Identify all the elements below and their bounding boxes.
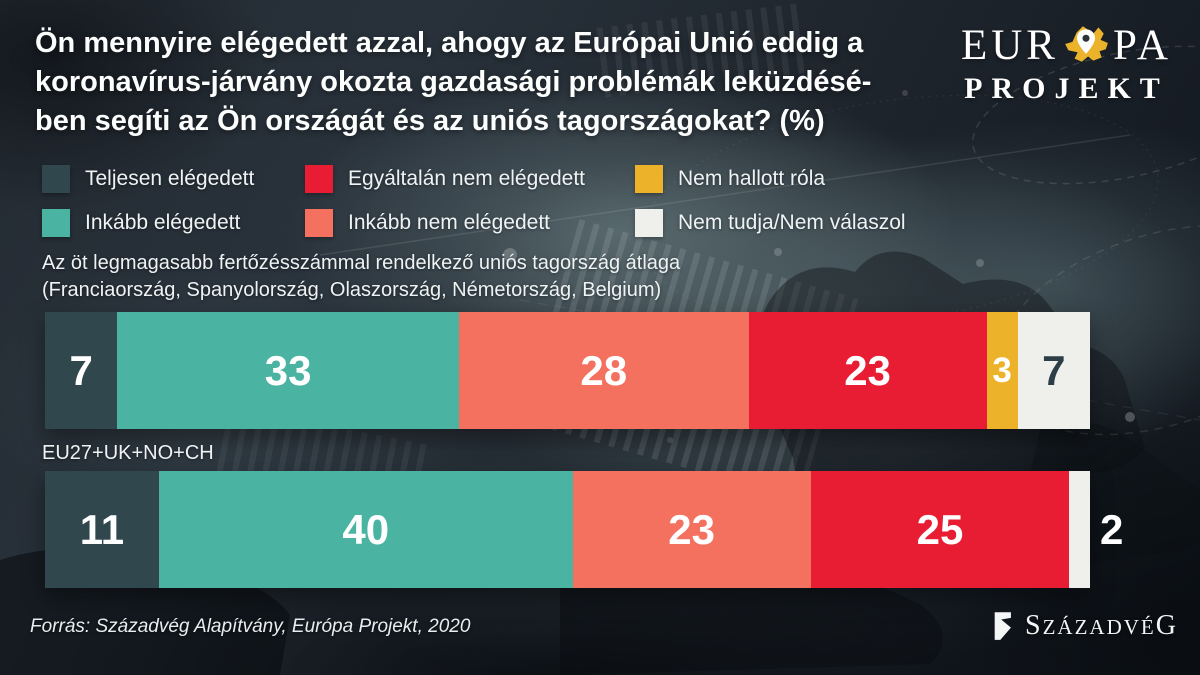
europa-projekt-logo: EUR PA PROJEKT — [961, 22, 1172, 106]
bar-segment-inkabb-elegedett: 40 — [158, 471, 573, 588]
legend-swatch — [305, 209, 333, 237]
legend-swatch — [635, 209, 663, 237]
bar-segment-value: 11 — [79, 505, 125, 553]
bar-segment-teljesen-elegedett: 11 — [45, 471, 159, 588]
szazadveg-wordmark: SZÁZADVÉG — [1025, 610, 1178, 642]
bar-segment-nem-hallott-rola: 3 — [986, 312, 1018, 429]
szazadveg-logo: SZÁZADVÉG — [989, 610, 1178, 642]
legend-swatch — [635, 165, 663, 193]
legend-label: Nem tudja/Nem válaszol — [678, 211, 906, 234]
bar-segment-egyaltalan-nem-elegedett: 25 — [810, 471, 1070, 588]
legend-swatch — [42, 165, 70, 193]
bar-segment-nem-tudja-nem-valaszol — [1069, 471, 1090, 588]
legend-label: Egyáltalán nem elégedett — [348, 167, 585, 190]
bar-segment-value: 40 — [342, 505, 390, 553]
legend-item-not-at-all-satisfied: Egyáltalán nem elégedett — [305, 164, 585, 194]
bar-segment-value: 33 — [264, 346, 312, 394]
legend-swatch — [42, 209, 70, 237]
szazadveg-mark-icon — [994, 612, 1011, 640]
title-line: Ön mennyire elégedett azzal, ahogy az Eu… — [35, 27, 864, 59]
bar-segment-value: 7 — [1042, 346, 1066, 394]
row-label-line: EU27+UK+NO+CH — [42, 442, 214, 464]
legend-item-not-heard: Nem hallott róla — [635, 164, 825, 194]
legend-item-rather-dissatisfied: Inkább nem elégedett — [305, 208, 550, 238]
row-label-line: (Franciaország, Spanyolország, Olaszorsz… — [42, 279, 662, 301]
bar-segment-value: 7 — [69, 346, 93, 394]
logo-letter-g: G — [1155, 610, 1178, 641]
legend-swatch — [305, 165, 333, 193]
legend-label: Nem hallott róla — [678, 167, 826, 190]
legend-item-dont-know: Nem tudja/Nem válaszol — [635, 208, 906, 238]
legend: Teljesen elégedett Inkább elégedett Egyá… — [42, 164, 1142, 244]
bar-segment-value: 25 — [916, 505, 964, 553]
page-title: Ön mennyire elégedett azzal, ahogy az Eu… — [35, 24, 985, 141]
bar-segment-value: 28 — [580, 346, 628, 394]
bar-segment-inkabb-nem-elegedett: 28 — [458, 312, 749, 429]
bar-segment-inkabb-nem-elegedett: 23 — [572, 471, 811, 588]
legend-item-rather-satisfied: Inkább elégedett — [42, 208, 240, 238]
bar-segment-value: 2 — [1100, 505, 1124, 553]
bar-segment-inkabb-elegedett: 33 — [117, 312, 459, 429]
row-label-line: Az öt legmagasabb fertőzésszámmal rendel… — [42, 252, 681, 274]
title-line: koronavírus-járvány okozta gazdasági pro… — [35, 66, 872, 98]
bar-row-1: 7 33 28 23 3 7 — [45, 312, 1090, 429]
legend-label: Teljesen elégedett — [85, 167, 255, 190]
logo-text-pa: PA — [1112, 22, 1172, 69]
legend-label: Inkább nem elégedett — [348, 211, 550, 234]
bar-segment-teljesen-elegedett: 7 — [45, 312, 118, 429]
logo-letters-mid: ZÁZADVÉ — [1042, 615, 1156, 639]
logo-letter-s: S — [1025, 610, 1043, 641]
legend-label: Inkább elégedett — [85, 211, 241, 234]
bar-segment-value: 23 — [668, 505, 716, 553]
logo-wordmark: EUR PA — [961, 22, 1172, 70]
source-note: Forrás: Századvég Alapítvány, Európa Pro… — [30, 616, 471, 637]
bar-row-2-label: EU27+UK+NO+CH — [42, 440, 214, 467]
bar-row-1-label: Az öt legmagasabb fertőzésszámmal rendel… — [42, 250, 680, 304]
bar-segment-egyaltalan-nem-elegedett: 23 — [748, 312, 987, 429]
bar-segment-nem-tudja-nem-valaszol: 7 — [1017, 312, 1090, 429]
europe-map-pin-icon — [1065, 26, 1108, 62]
title-line: ben segíti az Ön országát és az uniós ta… — [35, 105, 825, 137]
bar-segment-value: 23 — [844, 346, 891, 394]
legend-item-fully-satisfied: Teljesen elégedett — [42, 164, 254, 194]
logo-text-eur: EUR — [960, 22, 1059, 69]
bar-row-2: 11 40 23 25 2 — [45, 471, 1123, 588]
logo-text-projekt: PROJEKT — [964, 72, 1169, 105]
bar-segment-value: 3 — [992, 351, 1012, 390]
